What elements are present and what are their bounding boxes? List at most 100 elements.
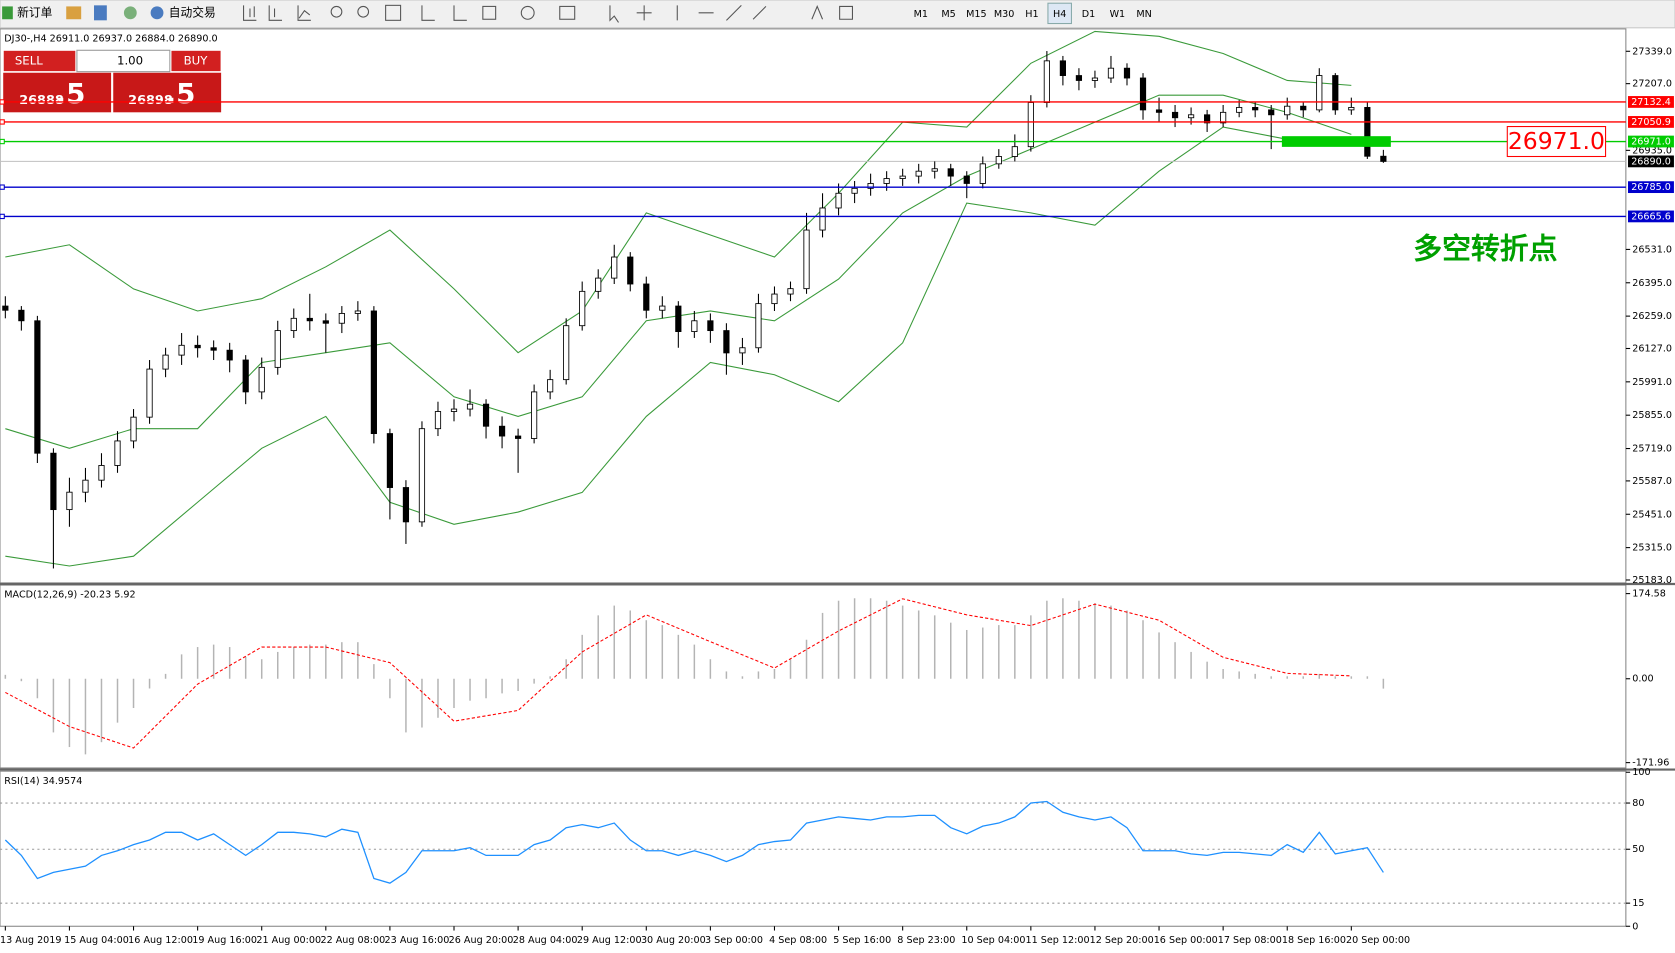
candle-body — [723, 330, 730, 354]
candle-body — [771, 293, 778, 305]
candle-body — [1091, 77, 1099, 81]
icon[interactable] — [66, 6, 82, 20]
icon[interactable] — [559, 5, 576, 20]
level-label: 26971.0 — [1631, 137, 1671, 148]
candle-body — [819, 207, 826, 231]
candle-body — [82, 479, 89, 493]
icon[interactable] — [123, 6, 137, 20]
icon[interactable] — [385, 4, 402, 21]
icon[interactable] — [482, 5, 497, 20]
x-tick-label: 23 Aug 16:00 — [385, 935, 450, 946]
x-tick-label: 13 Aug 2019 — [0, 935, 62, 946]
x-tick-label: 21 Aug 00:00 — [256, 935, 321, 946]
icon[interactable] — [520, 5, 535, 20]
bollinger-upper — [5, 30, 1352, 354]
timeframe-button[interactable]: MN — [1136, 9, 1151, 20]
y-tick-label: 27207.0 — [1632, 79, 1672, 90]
candle-body — [915, 170, 922, 177]
icon — [2, 6, 13, 20]
lots-value: 1.00 — [117, 53, 143, 67]
candle-body — [498, 425, 506, 437]
candle-body — [563, 325, 570, 381]
y-tick-label: 0 — [1632, 921, 1638, 932]
candle-body — [1155, 109, 1163, 113]
candle-body — [402, 487, 410, 523]
level-anchor — [0, 138, 5, 145]
candle-body — [1059, 60, 1066, 76]
y-tick-label: 25587.0 — [1632, 476, 1672, 487]
lots-input[interactable] — [76, 49, 171, 73]
level-anchor — [0, 99, 5, 105]
timeframe-button[interactable]: W1 — [1110, 9, 1126, 20]
candle-body — [739, 347, 746, 354]
level-label-box — [1627, 116, 1674, 128]
candle-body — [787, 288, 794, 295]
candle-body — [547, 379, 554, 393]
candle-body — [1316, 75, 1323, 111]
sell-button[interactable] — [2, 49, 77, 73]
candle-body — [1027, 102, 1034, 148]
candle-body — [98, 465, 105, 481]
timeframe-button[interactable]: H1 — [1025, 9, 1038, 20]
candle-body — [627, 256, 634, 285]
timeframe-button[interactable]: M30 — [994, 9, 1015, 20]
timeframe-button[interactable]: M5 — [941, 9, 955, 20]
candle-body — [931, 168, 938, 172]
candle-body — [1139, 77, 1147, 111]
candle-body — [370, 310, 377, 435]
candle-body — [354, 310, 361, 314]
icon[interactable] — [268, 5, 283, 21]
icon[interactable] — [609, 5, 619, 23]
candle-body — [1123, 67, 1131, 79]
x-tick-label: 29 Aug 12:00 — [577, 935, 642, 946]
candle-body — [178, 344, 185, 356]
candle-body — [50, 452, 57, 511]
candle-body — [434, 411, 442, 430]
candle-body — [1332, 75, 1339, 111]
x-tick-label: 5 Sep 16:00 — [833, 935, 891, 946]
bollinger-lower — [5, 126, 1352, 567]
icon[interactable] — [243, 5, 257, 21]
level-label: 26785.0 — [1631, 182, 1671, 193]
icon[interactable] — [421, 5, 467, 21]
icon[interactable] — [94, 5, 107, 21]
x-tick-label: 11 Sep 12:00 — [1026, 935, 1090, 946]
y-tick-label: 15 — [1632, 898, 1644, 909]
candle-body — [883, 178, 890, 184]
level-label: 26665.6 — [1631, 211, 1671, 222]
candle-body — [643, 283, 650, 311]
new-order-button[interactable]: 新订单 — [2, 5, 53, 20]
candle-body — [1043, 60, 1050, 103]
macd-signal — [5, 598, 1352, 749]
rsi-line — [4, 800, 1384, 884]
candle-body — [707, 320, 714, 332]
candle-body — [242, 359, 249, 393]
candle-body — [835, 192, 842, 209]
ask-price: 26898 — [128, 93, 173, 108]
y-tick-label: 25183.0 — [1632, 575, 1672, 586]
auto-trading-button[interactable]: 自动交易 — [150, 5, 216, 19]
y-tick-label: 100 — [1632, 767, 1650, 778]
timeframe-button[interactable]: M15 — [966, 9, 987, 20]
candle-body — [274, 330, 281, 368]
icon[interactable] — [297, 5, 311, 21]
x-tick-label: 10 Sep 04:00 — [961, 935, 1025, 946]
icon[interactable] — [357, 5, 370, 18]
icon[interactable] — [330, 5, 343, 18]
bid-box[interactable] — [3, 72, 112, 113]
level-callout-box — [1506, 126, 1607, 158]
sell-label: SELL — [15, 53, 43, 67]
icon[interactable] — [752, 5, 853, 20]
timeframe-button[interactable]: D1 — [1082, 9, 1096, 20]
icon[interactable] — [636, 4, 742, 21]
x-tick-label: 16 Aug 12:00 — [128, 935, 193, 946]
y-tick-label: 26395.0 — [1632, 278, 1672, 289]
ask-box[interactable] — [113, 72, 222, 113]
y-tick-label: 26935.0 — [1632, 145, 1672, 156]
timeframe-button[interactable]: H4 — [1053, 9, 1066, 20]
candle-body — [114, 440, 121, 466]
timeframe-button[interactable]: M1 — [914, 9, 928, 20]
x-tick-label: 22 Aug 08:00 — [320, 935, 385, 946]
buy-button[interactable] — [170, 49, 222, 73]
y-tick-label: 25451.0 — [1632, 509, 1672, 520]
